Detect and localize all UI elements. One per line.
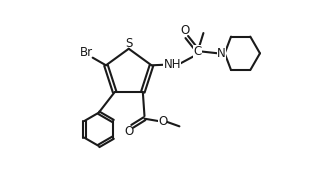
Text: C: C [193, 45, 201, 58]
Text: N: N [217, 47, 226, 60]
Text: NH: NH [163, 58, 181, 71]
Text: O: O [124, 125, 134, 138]
Text: O: O [158, 114, 167, 128]
Text: S: S [125, 37, 133, 50]
Text: Br: Br [79, 46, 93, 59]
Text: O: O [180, 23, 189, 37]
